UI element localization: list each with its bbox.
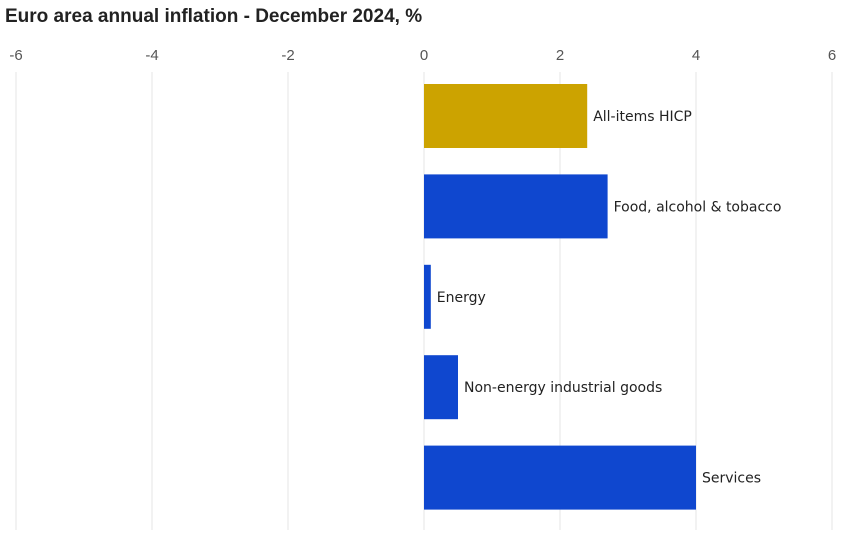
bars — [424, 84, 696, 510]
bar[interactable] — [424, 84, 588, 148]
bar-category-label: All-items HICP — [593, 109, 692, 125]
x-axis-ticks: -6 -4 -2 0 2 4 6 — [9, 47, 836, 64]
x-tick-label: 2 — [556, 47, 564, 64]
bar-category-label: Energy — [437, 290, 486, 306]
x-tick-label: -6 — [9, 47, 22, 64]
x-tick-label: -2 — [281, 47, 294, 64]
bar[interactable] — [424, 264, 431, 329]
bar-category-label: Non-energy industrial goods — [464, 380, 662, 396]
bar-labels: All-items HICP Food, alcohol & tobacco Ene… — [437, 109, 782, 487]
bar[interactable] — [424, 355, 458, 420]
x-tick-label: -4 — [145, 47, 158, 64]
bar[interactable] — [424, 174, 608, 239]
x-tick-label: 4 — [692, 47, 700, 64]
x-tick-label: 0 — [420, 47, 428, 64]
bar-category-label: Food, alcohol & tobacco — [614, 199, 782, 215]
bar-category-label: Services — [702, 471, 761, 487]
bar[interactable] — [424, 445, 696, 510]
x-tick-label: 6 — [828, 47, 836, 64]
chart-title: Euro area annual inflation - December 20… — [5, 6, 423, 27]
